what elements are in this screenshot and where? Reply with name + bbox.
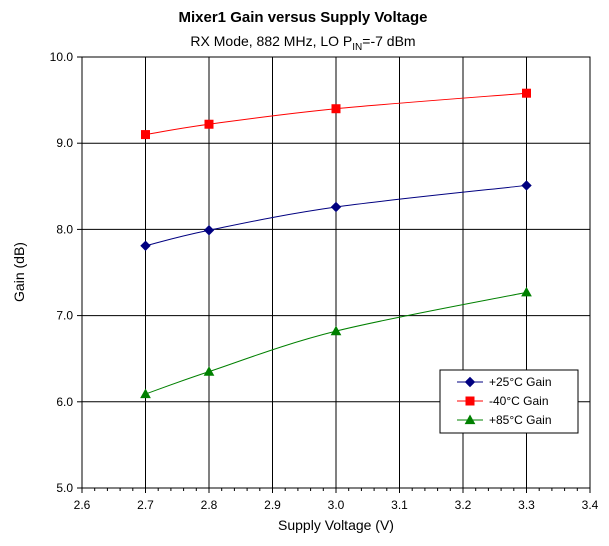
- data-point: [522, 88, 531, 98]
- y-axis: 5.0 6.0 7.0 8.0 9.0 10.0: [50, 50, 82, 495]
- y-tick-label: 7.0: [56, 309, 73, 323]
- x-tick-label: 2.9: [264, 498, 281, 512]
- chart-subtitle-subscript: IN: [352, 42, 362, 53]
- x-tick-label: 3.0: [328, 498, 345, 512]
- data-point: [330, 325, 342, 336]
- y-tick-label: 9.0: [56, 136, 73, 150]
- x-axis: 2.6 2.7 2.8 2.9 3.0 3.1 3.2 3.3 3.4: [74, 488, 599, 512]
- legend-marker: [465, 396, 475, 406]
- y-axis-label: Gain (dB): [11, 242, 27, 302]
- series-line: [145, 92, 527, 136]
- data-point: [204, 119, 214, 129]
- y-tick-label: 6.0: [56, 395, 73, 409]
- gridlines: [82, 57, 590, 488]
- x-tick-label: 2.7: [137, 498, 154, 512]
- data-point: [141, 130, 150, 140]
- series-3: [140, 286, 532, 399]
- chart-subtitle: RX Mode, 882 MHz, LO PIN=-7 dBm: [190, 33, 415, 53]
- x-tick-label: 3.3: [518, 498, 535, 512]
- legend-marker: [464, 414, 476, 425]
- chart-subtitle-prefix: RX Mode, 882 MHz, LO P: [190, 33, 352, 49]
- data-point: [203, 225, 215, 236]
- data-point: [140, 388, 151, 399]
- series-line: [145, 291, 527, 395]
- data-point: [521, 286, 532, 297]
- legend-label: +25°C Gain: [489, 375, 552, 389]
- legend-label: -40°C Gain: [489, 394, 549, 408]
- series-2: [141, 88, 531, 140]
- x-tick-label: 2.6: [74, 498, 91, 512]
- x-tick-label: 3.4: [582, 498, 599, 512]
- data-point: [203, 366, 215, 376]
- series-layer: [140, 88, 532, 399]
- chart-subtitle-suffix: =-7 dBm: [362, 33, 415, 49]
- series-1: [140, 180, 532, 251]
- y-tick-label: 5.0: [56, 481, 73, 495]
- legend-marker: [464, 376, 476, 388]
- data-point: [330, 201, 342, 213]
- chart-title: Mixer1 Gain versus Supply Voltage: [179, 9, 428, 26]
- x-tick-label: 3.2: [455, 498, 472, 512]
- data-point: [331, 104, 341, 114]
- data-point: [140, 240, 151, 251]
- x-axis-label: Supply Voltage (V): [278, 517, 394, 533]
- legend: +25°C Gain -40°C Gain +85°C Gain: [439, 369, 579, 434]
- x-tick-label: 3.1: [391, 498, 408, 512]
- legend-label: +85°C Gain: [489, 413, 552, 427]
- y-tick-label: 8.0: [56, 222, 73, 236]
- y-tick-label: 10.0: [50, 50, 74, 64]
- data-point: [521, 180, 532, 191]
- x-tick-label: 2.8: [201, 498, 218, 512]
- series-line: [145, 184, 527, 247]
